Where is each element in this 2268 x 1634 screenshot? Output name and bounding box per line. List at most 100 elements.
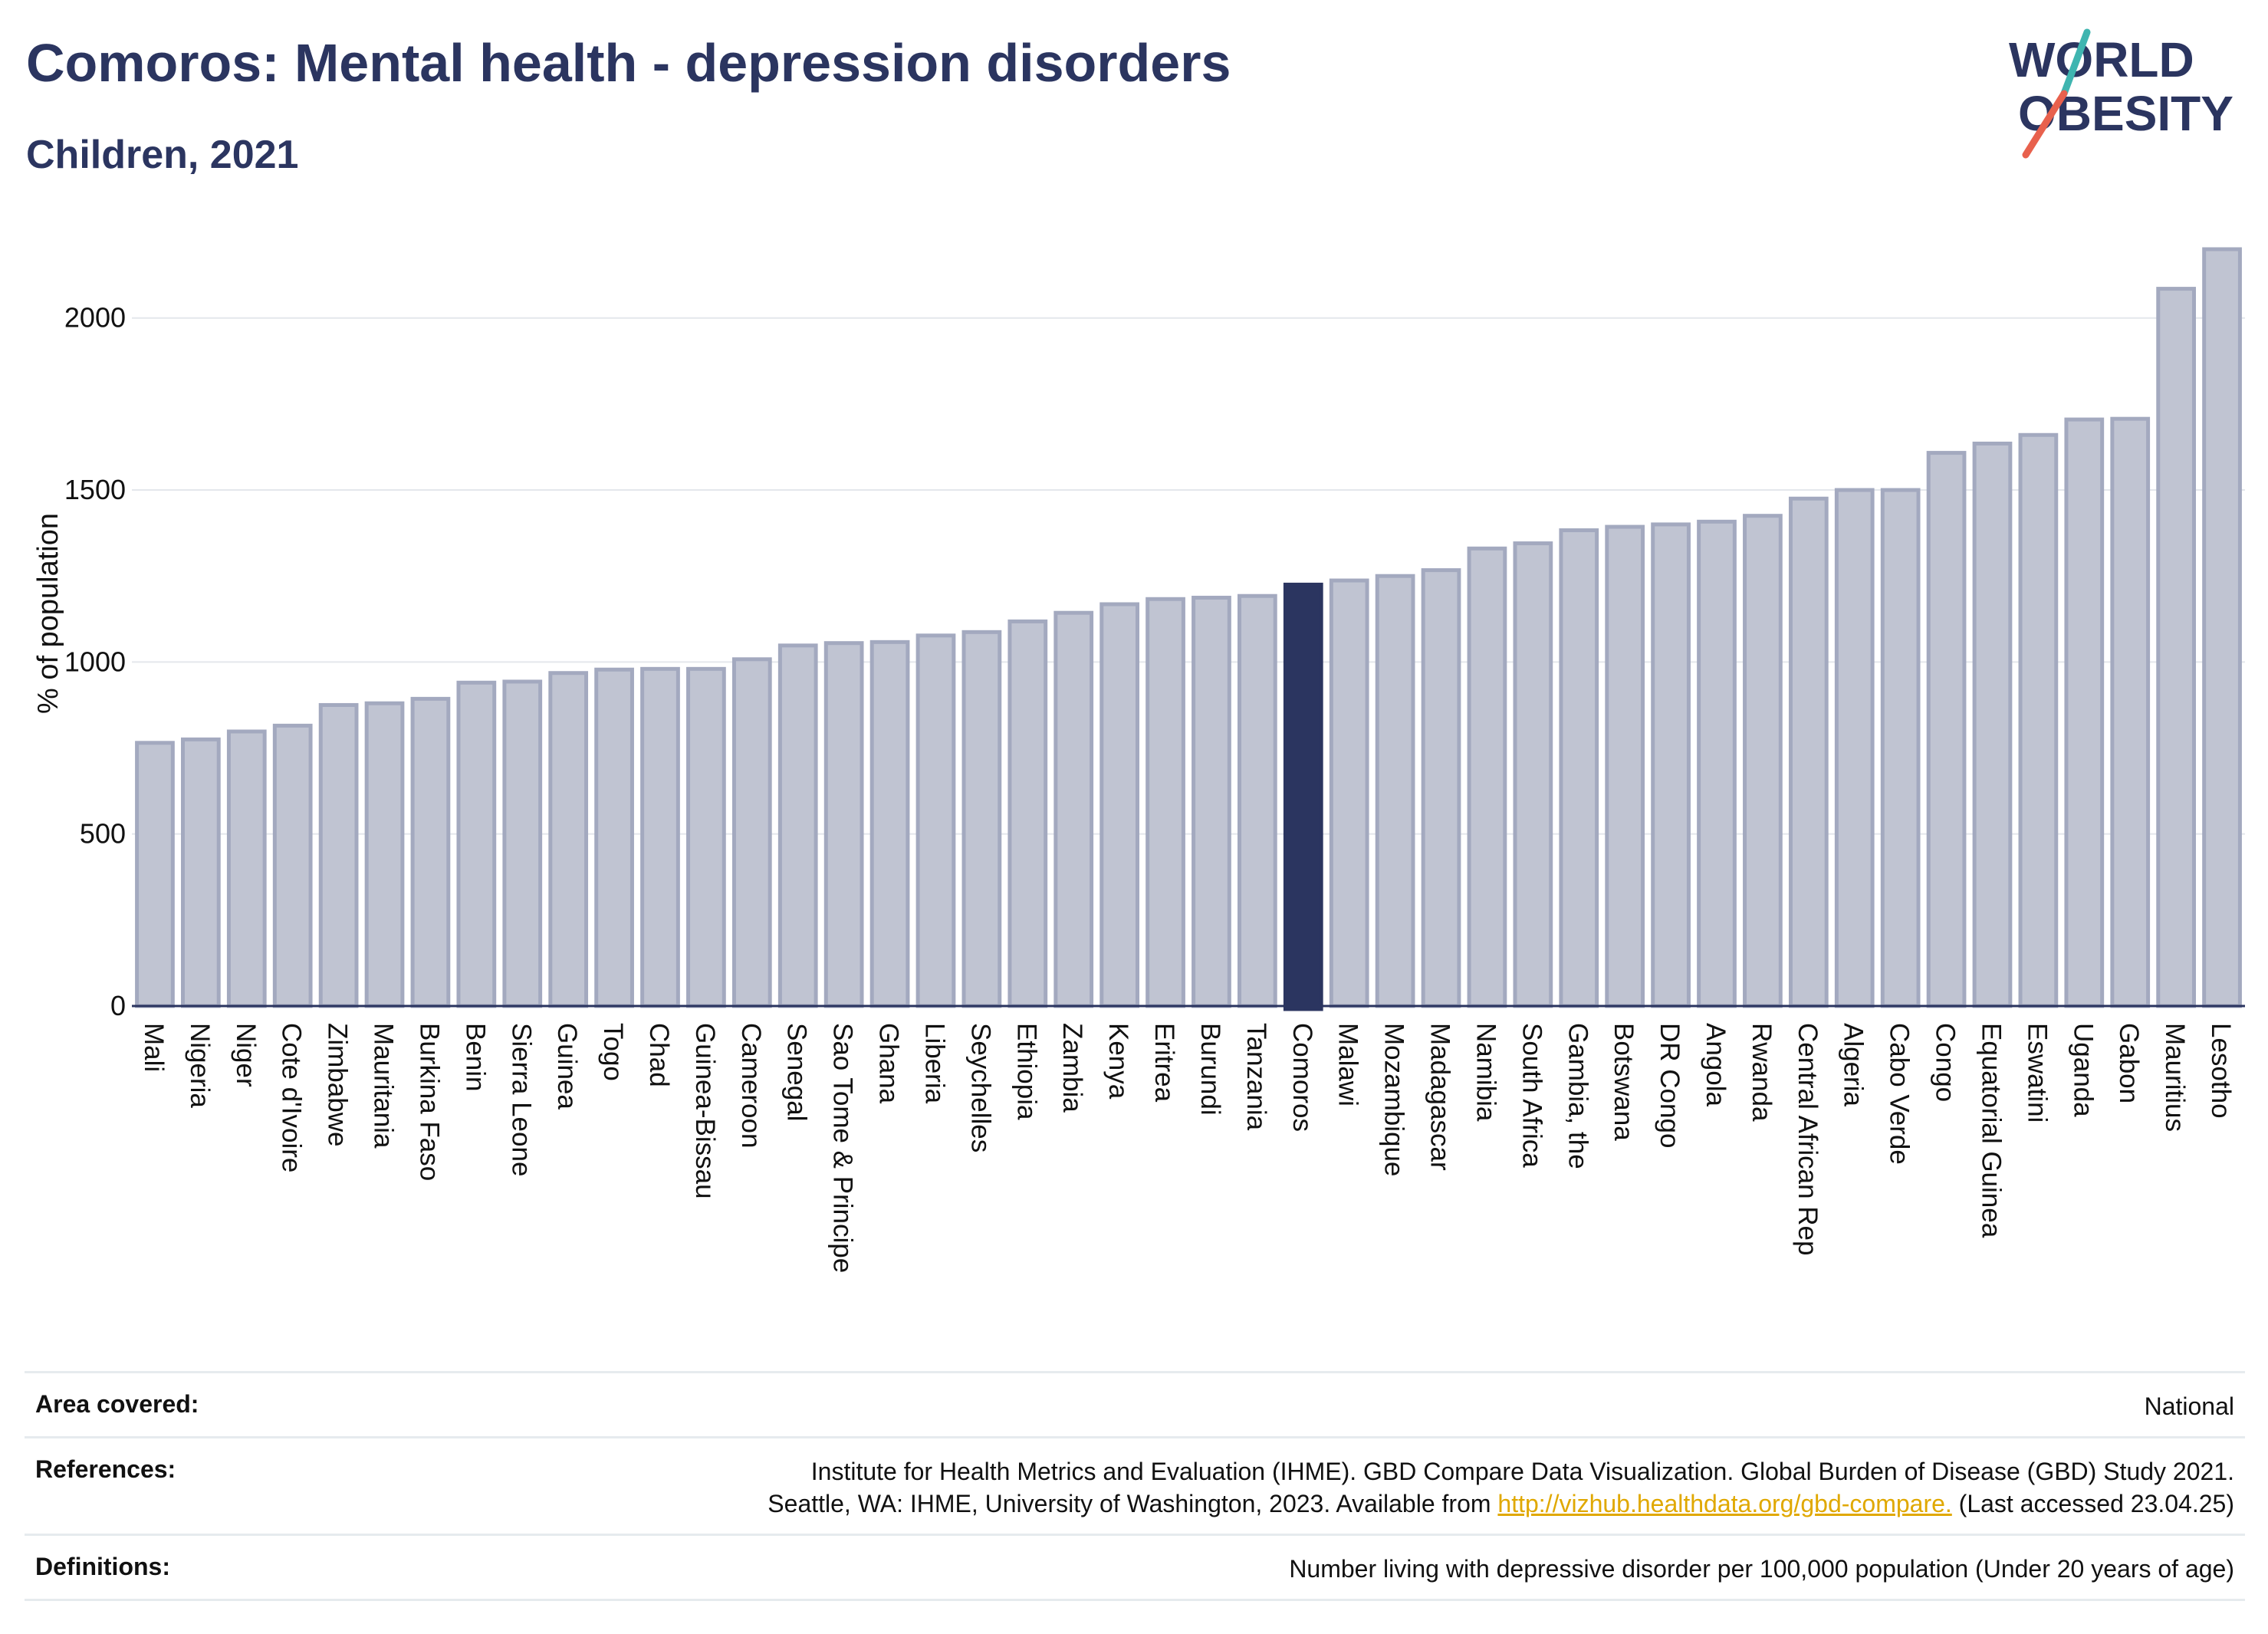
info-row-references: References: Institute for Health Metrics…	[25, 1436, 2245, 1534]
x-tick-label: Nigeria	[185, 1023, 215, 1108]
bar	[1605, 524, 1645, 1008]
x-tick-label: Mauritania	[369, 1023, 399, 1149]
y-tick-label: 1000	[64, 646, 126, 677]
x-tick-label: Guinea-Bissau	[690, 1023, 720, 1199]
bar-highlight	[1283, 582, 1323, 1011]
x-tick-label: Mali	[139, 1023, 169, 1072]
bar	[318, 702, 359, 1008]
references-line2-suffix: (Last accessed 23.04.25)	[1951, 1490, 2234, 1517]
bar	[2064, 417, 2105, 1008]
bar	[226, 729, 267, 1008]
bar	[823, 641, 864, 1008]
bar	[364, 701, 405, 1008]
x-tick-label: Malawi	[1333, 1023, 1363, 1106]
bar	[272, 723, 313, 1008]
x-tick-label: Gambia, the	[1563, 1023, 1593, 1169]
chart-title: Comoros: Mental health - depression diso…	[26, 33, 1231, 93]
logo-slash-teal	[2060, 28, 2091, 97]
references-label: References:	[35, 1455, 176, 1483]
bar	[1513, 541, 1553, 1008]
bar	[1559, 528, 1599, 1008]
bar	[2156, 287, 2196, 1008]
x-tick-label: Central African Rep	[1793, 1023, 1823, 1255]
x-tick-label: Tanzania	[1241, 1023, 1271, 1131]
area-covered-value: National	[2144, 1392, 2234, 1420]
bar	[502, 679, 543, 1008]
definitions-label: Definitions:	[35, 1553, 170, 1580]
chart-subtitle: Children, 2021	[26, 133, 299, 177]
bar	[1467, 546, 1507, 1008]
x-tick-label: Angola	[1701, 1023, 1731, 1107]
bar	[410, 696, 451, 1008]
logo-slash-red	[2022, 90, 2068, 159]
x-tick-label: Lesotho	[2206, 1023, 2236, 1119]
bar	[1926, 451, 1967, 1008]
x-tick-label: Chad	[644, 1023, 674, 1087]
x-tick-label: Seychelles	[965, 1023, 995, 1152]
bar	[1880, 488, 1921, 1008]
x-tick-label: Kenya	[1103, 1023, 1133, 1100]
x-tick-label: Gabon	[2114, 1023, 2144, 1103]
x-tick-label: Namibia	[1471, 1023, 1500, 1122]
x-tick-label: Mauritius	[2160, 1023, 2190, 1132]
x-tick-label: Uganda	[2068, 1023, 2098, 1117]
bar	[1192, 595, 1231, 1008]
bar	[1099, 602, 1139, 1008]
bars	[135, 247, 2242, 1011]
axes: 0 500 1000 1500 2000 Mali Nigeria Niger Cote d'I…	[64, 302, 2245, 1273]
bar	[1651, 522, 1691, 1008]
bar	[731, 657, 772, 1008]
x-tick-label: South Africa	[1517, 1023, 1547, 1168]
info-row-area: Area covered: National	[25, 1371, 2245, 1436]
bar	[1053, 610, 1094, 1008]
bar	[1788, 496, 1829, 1008]
y-tick-label: 2000	[64, 302, 126, 334]
y-tick-label: 0	[110, 990, 126, 1021]
bar	[915, 633, 956, 1008]
y-tick-label: 500	[80, 818, 126, 850]
x-tick-label: Liberia	[919, 1023, 949, 1104]
references-line1: Institute for Health Metrics and Evaluat…	[810, 1458, 2234, 1485]
x-tick-label: Equatorial Guinea	[1976, 1023, 2006, 1238]
bar	[594, 667, 634, 1008]
x-tick-label: Zimbabwe	[323, 1023, 353, 1146]
logo-text-world: WORLD	[2009, 32, 2194, 87]
x-tick-label: Sierra Leone	[506, 1023, 536, 1176]
bar	[1329, 578, 1369, 1008]
bar-chart: 0 500 1000 1500 2000 Mali Nigeria Niger Cote d'I…	[32, 247, 2245, 1273]
x-tick-label: Burkina Faso	[414, 1023, 444, 1181]
references-line2-prefix: Seattle, WA: IHME, University of Washing…	[768, 1490, 1498, 1517]
bar	[2110, 416, 2151, 1008]
bar	[869, 639, 910, 1008]
x-tick-label: Cote d'Ivoire	[277, 1023, 307, 1172]
x-tick-label: Ghana	[874, 1023, 904, 1104]
bar	[1421, 568, 1461, 1008]
x-tick-label: Eswatini	[2022, 1023, 2052, 1123]
bar	[135, 741, 175, 1008]
bar	[961, 630, 1002, 1008]
bar	[1146, 597, 1185, 1008]
bar	[1972, 441, 2013, 1008]
x-tick-label: Togo	[598, 1023, 628, 1081]
x-tick-label: Ethiopia	[1011, 1023, 1041, 1120]
bar	[1375, 574, 1415, 1008]
references-link[interactable]: http://vizhub.healthdata.org/gbd-compare…	[1497, 1490, 1952, 1517]
x-tick-label: Madagascar	[1425, 1023, 1455, 1171]
y-axis-label: % of population	[32, 513, 64, 714]
bar	[686, 666, 726, 1008]
x-tick-label: Guinea	[552, 1023, 582, 1110]
x-tick-label: Botswana	[1609, 1023, 1639, 1141]
x-tick-label: Congo	[1931, 1023, 1961, 1102]
bar	[548, 671, 589, 1008]
bar	[1697, 519, 1737, 1008]
x-tick-label: Cameroon	[736, 1023, 766, 1148]
x-tick-label: Mozambique	[1379, 1023, 1409, 1176]
x-tick-label: Eritrea	[1149, 1023, 1179, 1103]
bar	[1743, 514, 1783, 1008]
x-tick-label: Niger	[231, 1023, 261, 1087]
x-tick-label: Benin	[460, 1023, 490, 1092]
y-tick-label: 1500	[64, 474, 126, 505]
x-tick-label: Rwanda	[1747, 1023, 1777, 1122]
bar	[640, 666, 680, 1008]
bar	[1834, 488, 1875, 1008]
